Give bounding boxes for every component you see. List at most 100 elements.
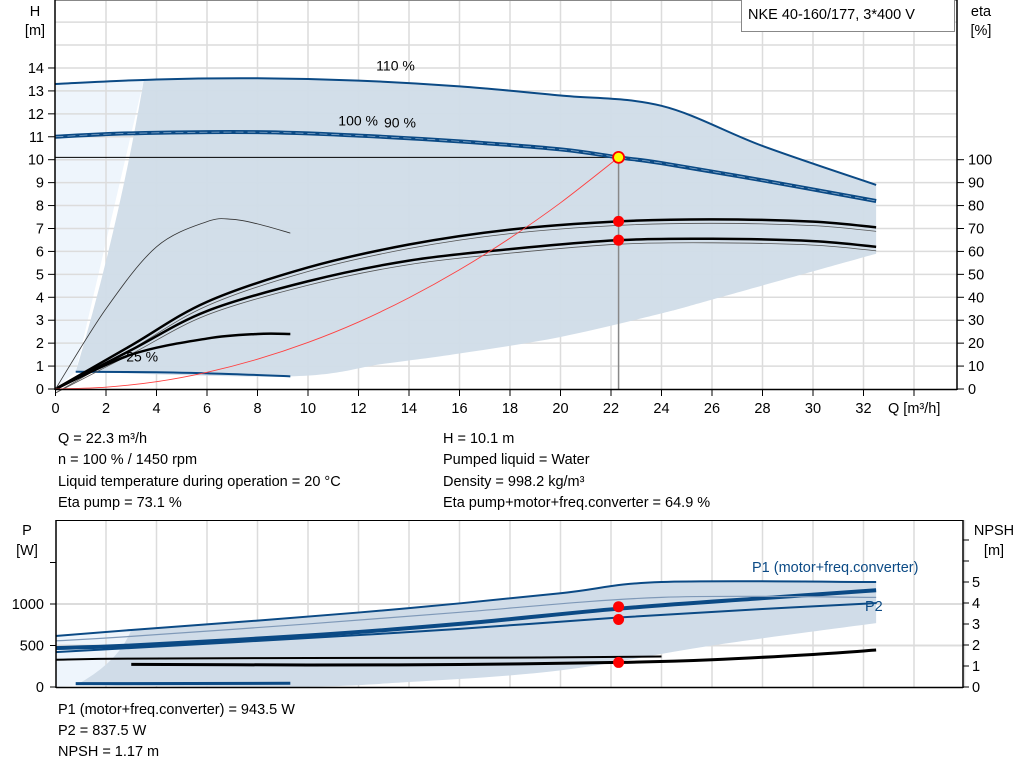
duty-point-p1 bbox=[613, 601, 625, 613]
h-tick-label: 7 bbox=[36, 221, 44, 237]
duty-point-npsh bbox=[613, 656, 625, 668]
q-tick-label: 16 bbox=[451, 401, 467, 417]
npsh-tick-label: 2 bbox=[972, 638, 980, 654]
eta-axis-unit: [%] bbox=[971, 23, 992, 39]
info-liquid-temp: Liquid temperature during operation = 20… bbox=[58, 474, 341, 490]
curve-h-100-inner bbox=[55, 131, 877, 202]
h-tick-label: 11 bbox=[29, 130, 44, 146]
npsh-axis-label: NPSH bbox=[974, 523, 1014, 539]
light-area bbox=[55, 79, 144, 389]
q-tick-label: 26 bbox=[704, 401, 720, 417]
curve-npsh bbox=[131, 648, 877, 667]
speed-label: 25 % bbox=[126, 348, 158, 364]
q-tick-label: 2 bbox=[102, 401, 110, 417]
q-tick-label: 20 bbox=[552, 401, 568, 417]
q-tick-label: 14 bbox=[401, 401, 417, 417]
eta-tick-label: 40 bbox=[968, 290, 984, 306]
p-tick-label: 1000 bbox=[12, 597, 44, 613]
info-eta-total: Eta pump+motor+freq.converter = 64.9 % bbox=[443, 495, 711, 511]
p-axis-label: P bbox=[22, 523, 32, 539]
curve-p1-110- bbox=[55, 580, 877, 637]
npsh-tick-label: 3 bbox=[972, 617, 980, 633]
h-axis-unit: [m] bbox=[25, 23, 45, 39]
q-tick-label: 18 bbox=[502, 401, 518, 417]
h-tick-label: 9 bbox=[36, 176, 44, 192]
q-tick-label: 6 bbox=[203, 401, 211, 417]
q-tick-label: 22 bbox=[603, 401, 619, 417]
eta-tick-label: 60 bbox=[968, 244, 984, 260]
p-axis-unit: [W] bbox=[16, 543, 38, 559]
h-tick-label: 0 bbox=[36, 382, 44, 398]
operating-area bbox=[75, 78, 877, 377]
pump-title: NKE 40-160/177, 3*400 V bbox=[741, 0, 955, 32]
info-head: H = 10.1 m bbox=[443, 431, 515, 447]
h-tick-label: 14 bbox=[28, 61, 44, 77]
curve-npsh-110- bbox=[55, 655, 662, 661]
q-tick-label: 32 bbox=[855, 401, 871, 417]
legend-p1: P1 (motor+freq.converter) bbox=[752, 560, 918, 576]
curve-eta-pump bbox=[54, 218, 877, 391]
h-tick-label: 6 bbox=[36, 244, 44, 260]
eta-tick-label: 20 bbox=[968, 336, 984, 352]
npsh-tick-label: 5 bbox=[972, 575, 980, 591]
eta-tick-label: 10 bbox=[968, 359, 984, 375]
p-tick-label: 500 bbox=[20, 639, 44, 655]
q-tick-label: 0 bbox=[51, 401, 59, 417]
q-tick-label: 8 bbox=[253, 401, 261, 417]
info-p2: P2 = 837.5 W bbox=[58, 723, 147, 739]
q-tick-label: 12 bbox=[350, 401, 366, 417]
h-tick-label: 12 bbox=[28, 107, 44, 123]
eta-tick-label: 90 bbox=[968, 176, 984, 192]
curve-h-110 bbox=[55, 77, 877, 186]
curve-eta-pump-25- bbox=[54, 332, 291, 391]
h-axis-label: H bbox=[30, 4, 40, 20]
h-tick-label: 5 bbox=[36, 267, 44, 283]
h-tick-label: 8 bbox=[36, 199, 44, 215]
q-tick-label: 24 bbox=[653, 401, 669, 417]
curve-eta-pump-tolerance bbox=[55, 222, 877, 394]
info-density: Density = 998.2 kg/m³ bbox=[443, 474, 585, 490]
h-tick-label: 4 bbox=[36, 290, 44, 306]
info-eta-pump: Eta pump = 73.1 % bbox=[58, 495, 182, 511]
h-tick-label: 1 bbox=[36, 359, 44, 375]
h-tick-label: 10 bbox=[28, 153, 44, 169]
curve-eta-pump-motor-freq-converter-tolerance bbox=[55, 242, 877, 394]
eta-axis-label: eta bbox=[971, 4, 992, 20]
h-tick-label: 2 bbox=[36, 336, 44, 352]
speed-label: 90 % bbox=[384, 115, 416, 131]
npsh-tick-label: 1 bbox=[972, 659, 980, 675]
h-tick-label: 13 bbox=[28, 84, 44, 100]
info-p1: P1 (motor+freq.converter) = 943.5 W bbox=[58, 702, 295, 718]
curve-h-25 bbox=[75, 370, 291, 378]
speed-label: 110 % bbox=[376, 57, 415, 73]
curve-p2 bbox=[55, 602, 877, 654]
h-tick-label: 3 bbox=[36, 313, 44, 329]
eta-tick-label: 70 bbox=[968, 221, 984, 237]
eta-tick-label: 0 bbox=[968, 382, 976, 398]
legend-p2: P2 bbox=[865, 599, 883, 615]
npsh-tick-label: 0 bbox=[972, 680, 980, 696]
curve-eta-thin bbox=[55, 218, 291, 390]
duty-point-p2 bbox=[613, 613, 625, 625]
eta-tick-label: 80 bbox=[968, 199, 984, 215]
duty-point-eta-pump bbox=[613, 215, 625, 227]
info-pumped-liquid: Pumped liquid = Water bbox=[443, 452, 590, 468]
p-tick-label: 0 bbox=[36, 680, 44, 696]
q-axis-label: Q [m³/h] bbox=[888, 401, 940, 417]
eta-tick-label: 30 bbox=[968, 313, 984, 329]
info-q: Q = 22.3 m³/h bbox=[58, 431, 148, 447]
speed-label: 100 % bbox=[338, 112, 378, 128]
curve-system-curve bbox=[55, 157, 619, 390]
eta-tick-label: 100 bbox=[968, 153, 992, 169]
q-tick-label: 28 bbox=[754, 401, 770, 417]
info-speed: n = 100 % / 1450 rpm bbox=[58, 452, 198, 468]
q-tick-label: 30 bbox=[805, 401, 821, 417]
duty-point-eta-total bbox=[613, 234, 625, 246]
q-tick-label: 4 bbox=[152, 401, 160, 417]
npsh-tick-label: 4 bbox=[972, 596, 980, 612]
q-tick-label: 10 bbox=[300, 401, 316, 417]
eta-tick-label: 50 bbox=[968, 267, 984, 283]
curve-p2-110- bbox=[55, 595, 877, 642]
npsh-axis-unit: [m] bbox=[984, 543, 1004, 559]
